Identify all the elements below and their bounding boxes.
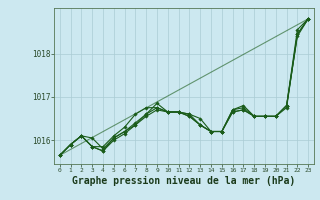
X-axis label: Graphe pression niveau de la mer (hPa): Graphe pression niveau de la mer (hPa): [72, 176, 296, 186]
